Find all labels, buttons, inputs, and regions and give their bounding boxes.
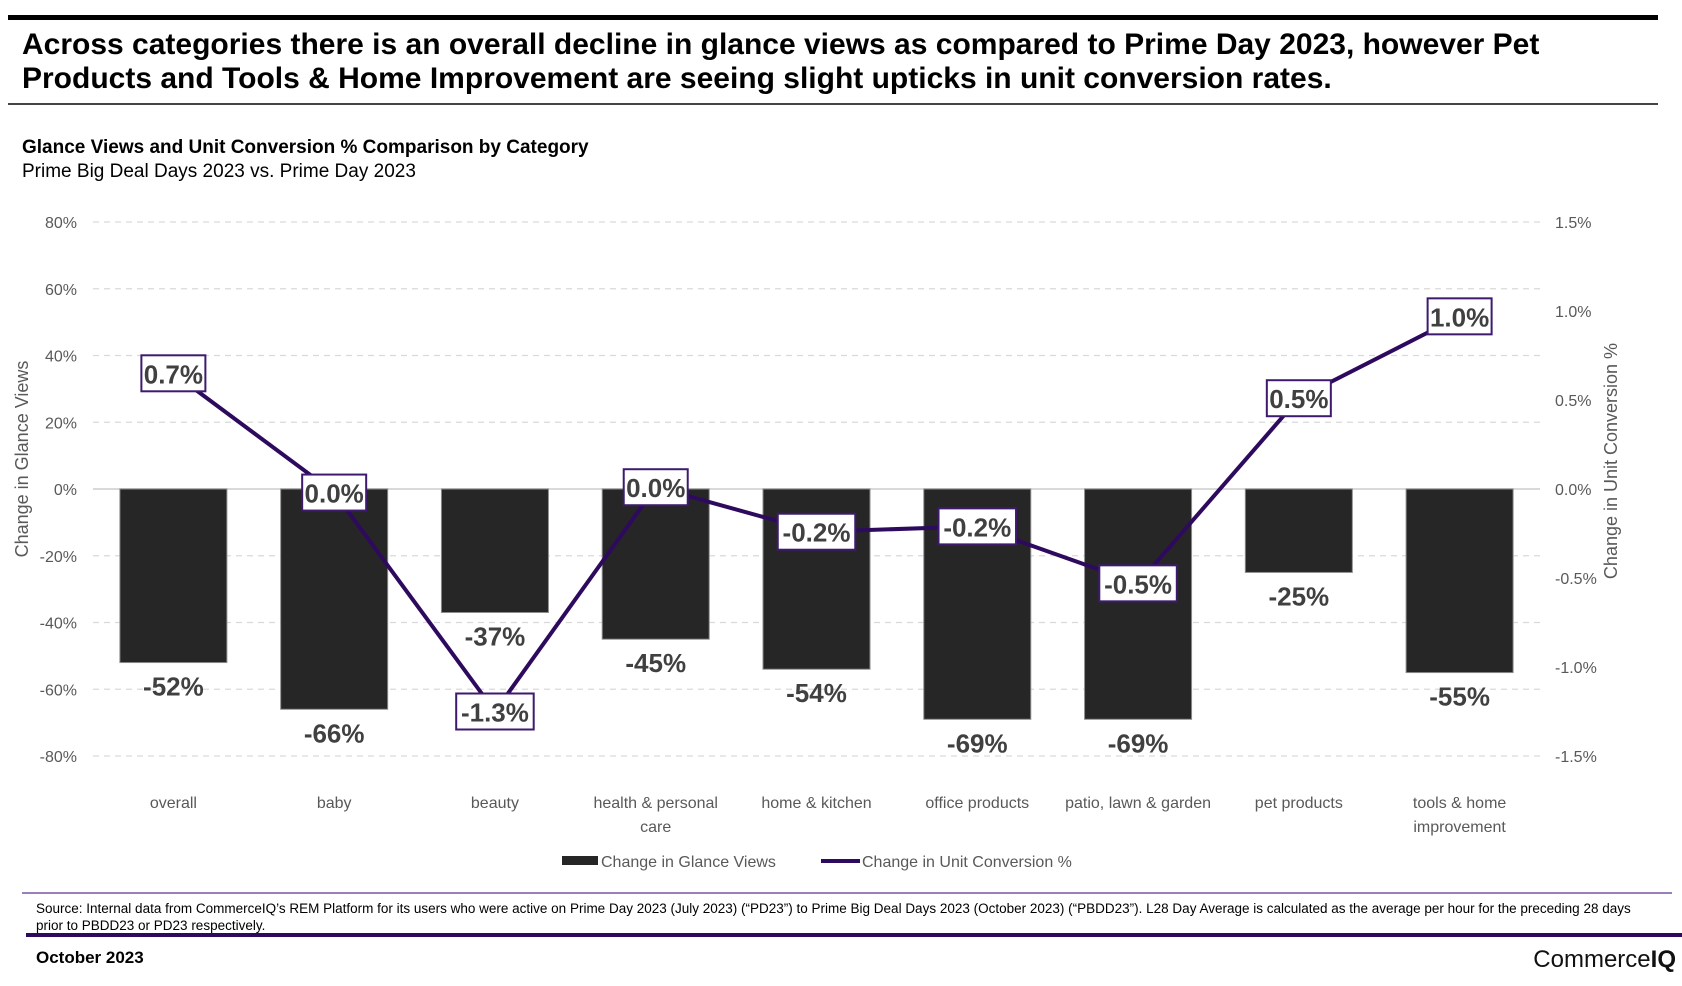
- bar: [1405, 488, 1514, 674]
- bar-value-label: -45%: [625, 648, 686, 678]
- right-tick-label: 0.5%: [1555, 393, 1591, 410]
- page-headline: Across categories there is an overall de…: [22, 28, 1540, 95]
- bar-value-label: -54%: [786, 678, 847, 708]
- line-value-label: -0.2%: [937, 507, 1018, 546]
- line-value-label: -0.2%: [776, 512, 857, 551]
- source-divider: [22, 892, 1672, 894]
- footer-divider: [26, 933, 1682, 937]
- left-axis-title: Change in Glance Views: [12, 361, 32, 558]
- bar: [280, 488, 389, 710]
- line-label-box: [140, 354, 207, 393]
- bar-value-label: -37%: [465, 621, 526, 651]
- category-label: care: [640, 819, 671, 836]
- line-label-text: 0.0%: [626, 473, 685, 503]
- right-tick-label: -1.0%: [1555, 660, 1597, 677]
- line-label-box: [301, 473, 368, 512]
- legend-label-unit-conversion: Change in Unit Conversion %: [862, 854, 1072, 871]
- chart-title: Glance Views and Unit Conversion % Compa…: [22, 137, 589, 158]
- left-tick-label: -40%: [40, 616, 77, 633]
- category-label: patio, lawn & garden: [1065, 795, 1211, 812]
- right-tick-label: 1.5%: [1555, 215, 1591, 232]
- line-data-labels: 0.7% 0.0% -1.3% 0.0% -0.2% -0.2% -0.5% 0.5% 1.0%: [140, 297, 1493, 731]
- right-tick-label: -0.5%: [1555, 571, 1597, 588]
- combo-chart: 80%60%40%20%0%-20%-40%-60%-80% 1.5%1.0%0…: [12, 215, 1621, 871]
- line-label-box: [622, 468, 689, 507]
- left-tick-label: 0%: [54, 482, 77, 499]
- right-tick-label: -1.5%: [1555, 749, 1597, 766]
- line-label-text: 0.7%: [144, 359, 203, 389]
- line-label-text: -0.2%: [783, 518, 851, 548]
- bar: [440, 488, 549, 613]
- category-axis-labels: overall baby beauty health & personal care ho…: [150, 795, 1507, 836]
- bar-value-label: -25%: [1268, 581, 1329, 611]
- bar-value-label: -69%: [1108, 728, 1169, 758]
- legend-swatch-glance-views: [562, 856, 598, 865]
- category-label: pet products: [1255, 795, 1343, 812]
- right-tick-label: 0.0%: [1555, 482, 1591, 499]
- left-tick-label: -60%: [40, 682, 77, 699]
- line-label-text: 0.5%: [1269, 384, 1328, 414]
- line-label-text: 0.0%: [305, 479, 364, 509]
- category-label: improvement: [1413, 819, 1506, 836]
- category-label: tools & home: [1413, 795, 1506, 812]
- category-label: overall: [150, 795, 197, 812]
- line-label-text: -0.5%: [1104, 569, 1172, 599]
- line-label-text: 1.0%: [1430, 302, 1489, 332]
- left-tick-label: -80%: [40, 749, 77, 766]
- line-value-label: 0.5%: [1265, 379, 1332, 418]
- top-rule: [8, 15, 1658, 20]
- left-tick-label: 40%: [45, 349, 77, 366]
- category-label: home & kitchen: [761, 795, 871, 812]
- left-tick-label: 80%: [45, 215, 77, 232]
- legend-label-glance-views: Change in Glance Views: [601, 854, 776, 871]
- bar-value-label: -55%: [1429, 682, 1490, 712]
- footer-date: October 2023: [36, 948, 144, 967]
- bar: [1244, 488, 1353, 573]
- bar: [601, 488, 710, 640]
- left-tick-label: 20%: [45, 415, 77, 432]
- line-label-text: -0.2%: [943, 512, 1011, 542]
- line-value-label: -0.5%: [1098, 564, 1178, 603]
- left-tick-label: 60%: [45, 282, 77, 299]
- line-value-label: 1.0%: [1426, 297, 1493, 336]
- line-value-label: 0.0%: [622, 468, 689, 507]
- category-label: baby: [317, 795, 352, 812]
- line-label-box: [1098, 564, 1178, 603]
- line-label-box: [937, 507, 1018, 546]
- category-label: health & personal: [593, 795, 718, 812]
- legend: Change in Glance Views Change in Unit Co…: [562, 854, 1072, 871]
- bar-value-label: -69%: [947, 728, 1008, 758]
- bar-value-label: -52%: [143, 672, 204, 702]
- category-label: office products: [925, 795, 1029, 812]
- line-label-box: [455, 692, 535, 731]
- line-label-box: [1265, 379, 1332, 418]
- line-label-text: -1.3%: [461, 698, 529, 728]
- category-label: beauty: [471, 795, 519, 812]
- bar: [119, 488, 228, 664]
- logo-text-bold: IQ: [1650, 946, 1676, 973]
- commerceiq-logo: CommerceIQ: [1533, 946, 1676, 974]
- line-label-box: [1426, 297, 1493, 336]
- bar-data-labels: -52% -66% -37% -45% -54% -69% -69% -25% -55%: [143, 581, 1490, 758]
- bar: [1084, 488, 1193, 720]
- line-value-label: 0.7%: [140, 354, 207, 393]
- left-axis-ticks: 80% 60% 40% 20% 0% -20% -40% -60% -80%: [40, 215, 77, 766]
- right-axis-title: Change in Unit Conversion %: [1601, 343, 1621, 579]
- left-tick-label: -20%: [40, 549, 77, 566]
- headline-divider: [8, 103, 1658, 105]
- line-value-label: 0.0%: [301, 473, 368, 512]
- chart-subtitle: Prime Big Deal Days 2023 vs. Prime Day 2…: [22, 161, 416, 182]
- right-axis-ticks: 1.5% 1.0% 0.5% 0.0% -0.5% -1.0% -1.5%: [1555, 215, 1597, 766]
- right-tick-label: 1.0%: [1555, 304, 1591, 321]
- logo-text-regular: Commerce: [1533, 946, 1651, 973]
- line-label-box: [776, 512, 857, 551]
- source-note: Source: Internal data from CommerceIQ’s …: [36, 901, 1631, 933]
- line-value-label: -1.3%: [455, 692, 535, 731]
- bar-value-label: -66%: [304, 718, 365, 748]
